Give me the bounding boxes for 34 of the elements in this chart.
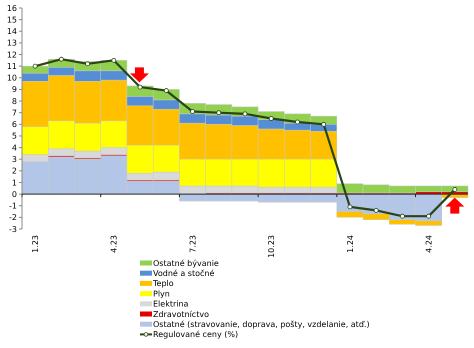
legend-label: Elektrina [153,300,189,309]
y-tick-label: 4 [12,143,17,152]
legend-label: Vodné a stočné [153,269,214,278]
x-tick-label: 4.23 [110,235,119,253]
y-tick-label: 9 [12,85,17,94]
x-tick-label: 4.24 [424,235,434,253]
y-tick-label: 0 [12,190,17,199]
y-tick-label: 16 [6,4,17,13]
y-tick-label: -2 [9,213,17,222]
x-tick-label: 10.23 [267,235,276,258]
legend-label: Teplo [152,279,174,288]
x-tick-label: 1.24 [346,235,355,253]
x-tick-label: 1.23 [30,235,40,253]
y-tick-label: -1 [9,202,17,211]
y-tick-label: 12 [6,50,17,60]
legend-label: Zdravotníctvo [153,310,210,319]
legend-label: Ostatné (stravovanie, doprava, pošty, vzdelanie, atď.) [153,320,370,329]
y-tick-label: 15 [6,15,17,24]
y-tick-label: 10 [6,74,17,83]
y-tick-label: 8 [12,96,17,106]
legend-label: Regulované ceny (%) [153,330,238,340]
y-tick-label: 5 [12,132,17,141]
y-tick-label: 2 [12,166,17,176]
y-tick-label: 13 [6,38,17,48]
y-tick-label: 3 [12,155,17,164]
y-tick-label: 1 [12,178,17,188]
y-tick-label: 7 [12,108,17,118]
y-tick-label: 11 [6,62,17,71]
y-tick-label: 6 [12,120,17,130]
legend-label: Plyn [153,289,170,298]
y-tick-label: 14 [6,27,17,36]
x-tick-label: 7.23 [188,235,198,253]
legend-label: Ostatné bývanie [153,258,219,268]
y-tick-label: -3 [9,224,17,234]
